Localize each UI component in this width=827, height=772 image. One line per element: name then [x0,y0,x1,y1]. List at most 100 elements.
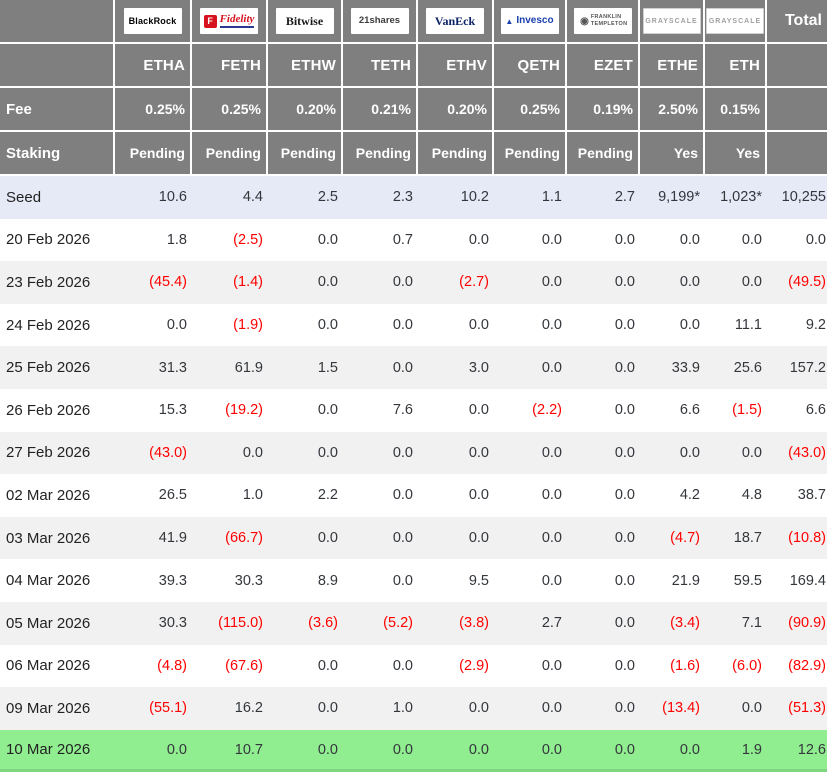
total-cell: 10,255 [767,176,827,219]
ticker-cell: TETH [343,44,418,88]
fidelity-logo-mark-icon: F [203,14,217,28]
staking-cell: Pending [192,132,268,176]
total-cell: 6.6 [767,388,827,432]
value-cell: 0.0 [567,218,640,262]
value-cell: (66.7) [192,516,268,560]
value-cell: 6.6 [640,388,705,432]
value-cell: 21.9 [640,559,705,602]
value-cell: 7.6 [343,388,418,432]
fee-cell: 2.50% [640,88,705,132]
value-cell: 0.0 [494,431,567,475]
value-cell: 2.7 [567,176,640,219]
empty-cell [767,44,827,88]
value-cell: 26.5 [115,474,192,517]
value-cell: 3.0 [418,346,494,389]
value-cell: 0.0 [418,687,494,730]
fee-cell: 0.20% [268,88,343,132]
value-cell: (43.0) [115,431,192,475]
value-cell: 1.5 [268,346,343,389]
row-label: 10 Mar 2026 [0,729,115,772]
value-cell: 0.0 [343,516,418,560]
value-cell: 10.6 [115,176,192,219]
value-cell: (2.2) [494,388,567,432]
row-label: Seed [0,176,115,219]
table-row: 03 Mar 2026 41.9 (66.7) 0.0 0.0 0.0 0.0 0.0 (4.7… [0,516,827,560]
value-cell: 0.0 [567,431,640,475]
franklin-logo-mark-icon: ◉ [580,15,589,27]
table-body: Seed 10.6 4.4 2.5 2.3 10.2 1.1 2.7 9,199* 1,023* 1… [0,176,827,772]
value-cell: 0.0 [343,431,418,475]
row-label: 25 Feb 2026 [0,346,115,389]
table-header: BlackRock F Fidelity Bitwise 21shares VanEck ▲… [0,0,827,176]
ticker-cell: QETH [494,44,567,88]
value-cell: 9.5 [418,559,494,602]
value-cell: 0.0 [567,303,640,347]
ticker-header-row: ETHA FETH ETHW TETH ETHV QETH EZET ETHE ETH [0,44,827,88]
value-cell: 0.0 [705,261,767,304]
value-cell: 61.9 [192,346,268,389]
grayscale-logo: GRAYSCALE [642,8,701,34]
total-cell: 157.2 [767,346,827,389]
bitwise-logo: Bitwise [275,8,334,34]
value-cell: 0.0 [640,218,705,262]
table-row: 23 Feb 2026 (45.4) (1.4) 0.0 0.0 (2.7) 0.0 0.0 0… [0,261,827,304]
table-row: 26 Feb 2026 15.3 (19.2) 0.0 7.6 0.0 (2.2) 0.0 6.… [0,388,827,432]
value-cell: (115.0) [192,601,268,645]
row-label: 24 Feb 2026 [0,303,115,347]
staking-cell: Pending [567,132,640,176]
value-cell: 0.0 [268,388,343,432]
value-cell: 0.0 [115,729,192,772]
row-label: 04 Mar 2026 [0,559,115,602]
total-cell: 9.2 [767,303,827,347]
vaneck-logo: VanEck [426,8,484,34]
total-column-header: Total [767,0,827,44]
total-cell: 169.4 [767,559,827,602]
total-cell: (10.8) [767,516,827,560]
fee-cell: 0.19% [567,88,640,132]
fee-cell: 0.25% [192,88,268,132]
ticker-cell: FETH [192,44,268,88]
value-cell: 0.0 [115,303,192,347]
total-cell: 38.7 [767,474,827,517]
value-cell: 0.0 [494,261,567,304]
value-cell: 30.3 [192,559,268,602]
value-cell: 7.1 [705,601,767,645]
value-cell: (4.8) [115,644,192,688]
row-label: 09 Mar 2026 [0,687,115,730]
table-row: 10 Mar 2026 0.0 10.7 0.0 0.0 0.0 0.0 0.0 0.0 1.9 1… [0,729,827,772]
value-cell: (1.5) [705,388,767,432]
total-cell: (90.9) [767,601,827,645]
value-cell: 10.7 [192,729,268,772]
value-cell: 1.8 [115,218,192,262]
row-label: 02 Mar 2026 [0,474,115,517]
value-cell: 0.0 [418,388,494,432]
value-cell: 4.4 [192,176,268,219]
staking-cell: Yes [705,132,767,176]
table-row: 05 Mar 2026 30.3 (115.0) (3.6) (5.2) (3.8) 2.7… [0,601,827,645]
value-cell: 0.0 [640,261,705,304]
total-cell: (43.0) [767,431,827,475]
fee-cell: 0.15% [705,88,767,132]
table-row: 20 Feb 2026 1.8 (2.5) 0.0 0.7 0.0 0.0 0.0 0.0 0.0… [0,218,827,262]
issuer-logo-cell: ▲ Invesco [494,0,567,44]
row-label: 20 Feb 2026 [0,218,115,262]
value-cell: 0.0 [705,218,767,262]
row-label: 27 Feb 2026 [0,431,115,475]
value-cell: 0.0 [268,303,343,347]
total-cell: 12.6 [767,729,827,772]
value-cell: 2.5 [268,176,343,219]
value-cell: 15.3 [115,388,192,432]
ticker-cell: EZET [567,44,640,88]
table-row: 02 Mar 2026 26.5 1.0 2.2 0.0 0.0 0.0 0.0 4.2 4.8 3… [0,474,827,517]
value-cell: (19.2) [192,388,268,432]
value-cell: 0.0 [418,516,494,560]
value-cell: (67.6) [192,644,268,688]
fidelity-logo: F Fidelity [200,8,258,34]
ticker-cell: ETHV [418,44,494,88]
logo-text: VanEck [434,14,476,28]
logo-text: GRAYSCALE [645,17,698,25]
value-cell: 9,199* [640,176,705,219]
fee-cell: 0.25% [115,88,192,132]
value-cell: 0.0 [343,303,418,347]
table-row: 06 Mar 2026 (4.8) (67.6) 0.0 0.0 (2.9) 0.0 0.0(… [0,644,827,688]
